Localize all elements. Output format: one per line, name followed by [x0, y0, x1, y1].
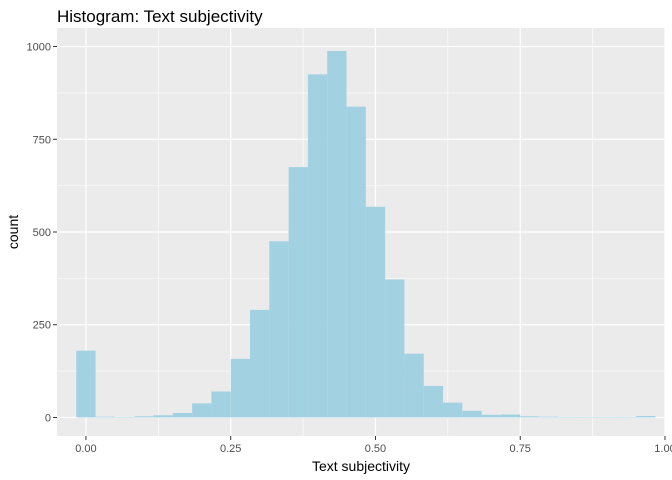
histogram-bar: [481, 414, 501, 418]
histogram-bar: [327, 50, 347, 418]
x-tick-label: 0.75: [510, 443, 531, 455]
histogram-bar: [539, 416, 559, 418]
y-tick-label: 1000: [27, 42, 51, 54]
histogram-bar: [597, 417, 617, 418]
histogram-bar: [76, 350, 96, 418]
histogram-bar: [192, 403, 212, 418]
y-tick-label: 250: [33, 320, 51, 332]
histogram-bar: [636, 415, 656, 418]
y-axis-ticks: 0 250 500 750 1000: [27, 42, 57, 424]
y-tick-label: 750: [33, 134, 51, 146]
histogram-bar: [365, 206, 386, 418]
histogram-bar: [230, 358, 251, 418]
x-tick-label: 0.25: [220, 443, 241, 455]
histogram-bar: [134, 416, 154, 418]
histogram-bar: [500, 414, 521, 418]
histogram-bars: [76, 50, 656, 418]
histogram-bar: [462, 410, 482, 418]
histogram-bar: [114, 417, 135, 418]
x-tick-label: 0.50: [365, 443, 386, 455]
histogram-bar: [443, 402, 463, 418]
x-axis-ticks: 0.00 0.25 0.50 0.75 1.00: [75, 436, 672, 455]
histogram-bar: [153, 415, 173, 418]
x-tick-label: 0.00: [75, 443, 96, 455]
histogram-bar: [616, 417, 637, 418]
y-tick-label: 0: [45, 412, 51, 424]
histogram-bar: [250, 309, 270, 418]
histogram-bar: [346, 106, 366, 418]
histogram-bar: [423, 385, 444, 418]
y-tick-label: 500: [33, 227, 51, 239]
histogram-bar: [558, 417, 579, 418]
histogram-bar: [95, 416, 115, 418]
histogram-bar: [288, 167, 308, 418]
histogram-bar: [520, 416, 540, 418]
chart-title: Histogram: Text subjectivity: [57, 7, 263, 26]
histogram-bar: [578, 417, 598, 418]
histogram-bar: [211, 391, 231, 418]
x-tick-label: 1.00: [654, 443, 672, 455]
x-axis-label: Text subjectivity: [312, 458, 410, 474]
histogram-bar: [404, 353, 424, 418]
y-axis-label: count: [5, 215, 21, 249]
histogram-bar: [307, 74, 328, 418]
histogram-bar: [269, 241, 289, 418]
histogram-bar: [172, 413, 193, 418]
histogram-bar: [385, 279, 405, 418]
